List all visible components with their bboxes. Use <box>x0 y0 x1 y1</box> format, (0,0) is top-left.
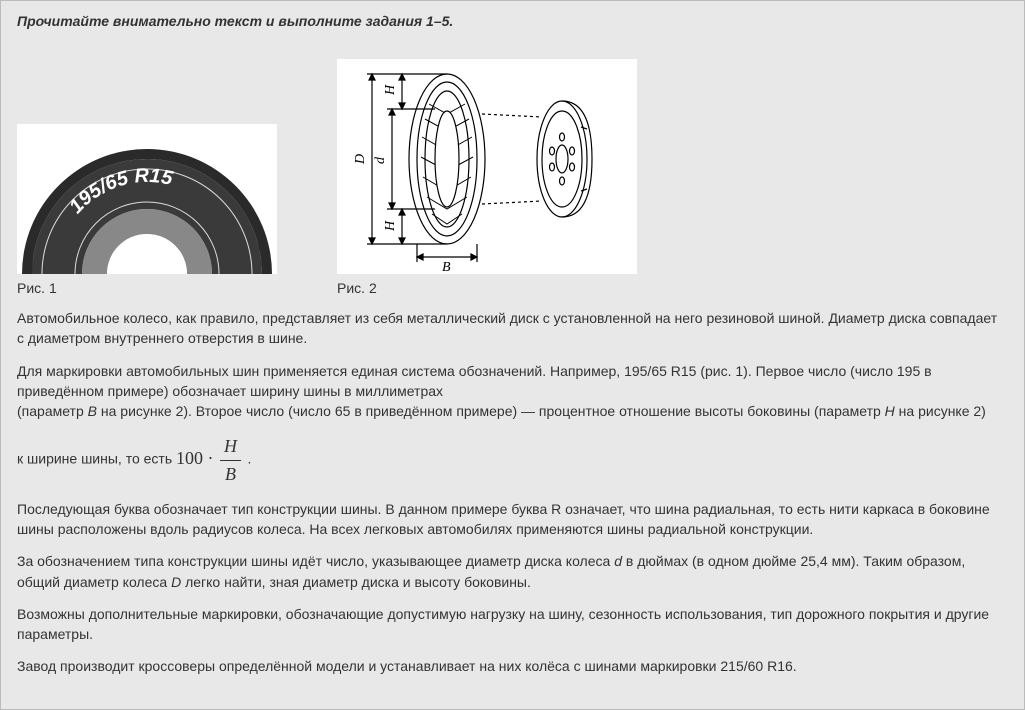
paragraph-6: Возможны дополнительные маркировки, обоз… <box>17 604 1008 645</box>
formula-100: 100 <box>176 448 203 468</box>
formula-dot: · <box>203 448 218 468</box>
p5-a: За обозначением типа конструкции шины ид… <box>17 553 614 569</box>
label-B: B <box>442 260 451 274</box>
tire-front <box>409 74 485 244</box>
p2b-prefix: (параметр <box>17 403 88 419</box>
figure-2-caption: Рис. 2 <box>337 280 637 296</box>
p1-text: Автомобильное колесо, как правило, предс… <box>17 310 997 326</box>
formula-fraction: HB <box>220 433 241 486</box>
p2b-H: H <box>885 403 895 419</box>
formula-H: H <box>220 433 241 460</box>
p3-prefix: к ширине шины, то есть <box>17 451 176 467</box>
instruction-heading: Прочитайте внимательно текст и выполните… <box>17 13 1008 29</box>
p3-suffix: . <box>248 451 252 467</box>
paragraph-3-formula: к ширине шины, то есть 100 · HB . <box>17 433 1008 486</box>
p5-D: D <box>171 574 181 590</box>
p1b-text: с диаметром внутреннего отверстия в шине… <box>17 330 307 346</box>
figure-2: D d H H <box>337 59 637 296</box>
p2b-suffix: на рисунке 2) <box>895 403 986 419</box>
problem-page: Прочитайте внимательно текст и выполните… <box>0 0 1025 710</box>
label-H-top: H <box>383 84 398 96</box>
formula-B: B <box>220 461 241 487</box>
paragraph-4: Последующая буква обозначает тип констру… <box>17 499 1008 540</box>
label-d: d <box>373 156 388 164</box>
paragraph-5: За обозначением типа конструкции шины ид… <box>17 551 1008 592</box>
p2a-text: Для маркировки автомобильных шин применя… <box>17 363 932 399</box>
tire-sidewall-svg: 195/65 R15 <box>17 124 277 274</box>
paragraph-7: Завод производит кроссоверы определённой… <box>17 656 1008 676</box>
tire-diagram-svg: D d H H <box>337 59 637 274</box>
figures-row: 195/65 R15 Рис. 1 <box>17 59 1008 296</box>
paragraph-2: Для маркировки автомобильных шин применя… <box>17 361 1008 422</box>
p2b-mid: на рисунке 2). Второе число (число 65 в … <box>97 403 885 419</box>
figure-1-caption: Рис. 1 <box>17 280 277 296</box>
paragraph-1: Автомобильное колесо, как правило, предс… <box>17 308 1008 349</box>
formula: 100 · HB <box>176 448 248 468</box>
label-D: D <box>353 154 368 165</box>
p2b-B: B <box>88 403 97 419</box>
figure-1: 195/65 R15 Рис. 1 <box>17 124 277 296</box>
p5-d: d <box>614 553 622 569</box>
p5-c: легко найти, зная диаметр диска и высоту… <box>181 574 531 590</box>
label-H-bottom: H <box>383 220 398 232</box>
